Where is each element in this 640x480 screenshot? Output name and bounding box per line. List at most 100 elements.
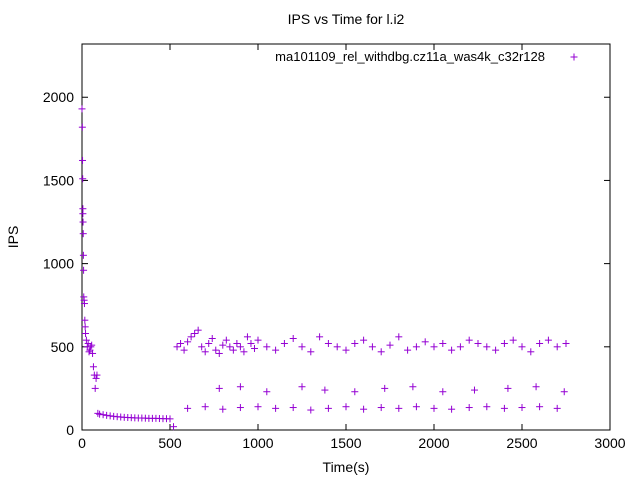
data-point — [504, 384, 512, 392]
data-point — [280, 339, 288, 347]
data-point — [298, 343, 306, 351]
y-tick-label: 2000 — [43, 89, 74, 105]
data-point — [381, 384, 389, 392]
data-point — [532, 383, 540, 391]
data-point — [254, 403, 262, 411]
data-point — [324, 339, 332, 347]
data-point — [194, 326, 202, 334]
data-point — [470, 386, 478, 394]
data-point — [377, 404, 385, 412]
data-point — [208, 334, 216, 342]
data-point — [88, 341, 96, 349]
data-point — [184, 404, 192, 412]
data-point — [430, 343, 438, 351]
data-point — [215, 384, 223, 392]
x-tick-label: 3000 — [594, 435, 625, 451]
data-point — [177, 339, 185, 347]
data-point — [180, 346, 188, 354]
data-point — [79, 251, 87, 259]
data-point — [518, 343, 526, 351]
data-point — [412, 343, 420, 351]
y-tick-label: 1000 — [43, 256, 74, 272]
data-point — [99, 411, 107, 419]
data-point — [321, 386, 329, 394]
data-point — [89, 363, 97, 371]
data-point — [79, 218, 87, 226]
data-point — [509, 336, 517, 344]
data-point — [233, 339, 241, 347]
data-point — [448, 346, 456, 354]
data-point — [173, 343, 181, 351]
data-point — [474, 339, 482, 347]
data-point — [483, 403, 491, 411]
data-points — [78, 105, 570, 431]
data-point — [272, 404, 280, 412]
data-point — [93, 371, 101, 379]
x-tick-label: 2500 — [506, 435, 537, 451]
data-point — [254, 336, 262, 344]
data-point — [342, 403, 350, 411]
data-point — [560, 388, 568, 396]
data-point — [205, 339, 213, 347]
data-point — [298, 383, 306, 391]
data-point — [448, 405, 456, 413]
data-point — [187, 333, 195, 341]
data-point — [80, 300, 88, 308]
data-point — [79, 210, 87, 218]
data-point — [553, 343, 561, 351]
data-point — [430, 404, 438, 412]
data-point — [289, 334, 297, 342]
x-axis: 0 500 1000 1500 2000 2500 3000 — [78, 44, 626, 451]
data-point — [395, 333, 403, 341]
data-point — [80, 266, 88, 274]
data-point — [219, 405, 227, 413]
data-point — [94, 409, 102, 417]
data-point — [492, 346, 500, 354]
data-point — [307, 406, 315, 414]
data-point — [82, 336, 90, 344]
data-point — [89, 349, 97, 357]
data-point — [219, 341, 227, 349]
data-point — [544, 336, 552, 344]
data-point — [395, 404, 403, 412]
y-tick-label: 1500 — [43, 172, 74, 188]
data-point — [243, 333, 251, 341]
y-axis: 0 500 1000 1500 2000 — [43, 89, 610, 438]
data-point — [377, 348, 385, 356]
data-point — [198, 343, 206, 351]
data-point — [500, 339, 508, 347]
data-point — [386, 341, 394, 349]
data-point — [333, 343, 341, 351]
data-point — [409, 383, 417, 391]
data-point — [351, 339, 359, 347]
data-point — [536, 339, 544, 347]
data-point — [342, 346, 350, 354]
legend-label-series: ma101109_rel_withdbg.cz11a_was4k_c32r128 — [275, 49, 545, 64]
data-point — [360, 405, 368, 413]
data-point — [500, 404, 508, 412]
x-tick-label: 500 — [158, 435, 182, 451]
data-point — [465, 404, 473, 412]
data-point — [226, 343, 234, 351]
data-point — [289, 404, 297, 412]
data-point — [166, 415, 174, 423]
data-point — [81, 316, 89, 324]
data-point — [79, 230, 87, 238]
data-point — [324, 404, 332, 412]
data-point — [78, 105, 86, 113]
data-point — [82, 330, 90, 337]
data-point — [351, 388, 359, 396]
data-point — [215, 349, 223, 357]
data-point — [222, 336, 230, 344]
data-point — [272, 346, 280, 354]
data-point — [518, 404, 526, 412]
legend-marker — [570, 53, 578, 61]
data-point — [439, 388, 447, 396]
data-point — [536, 403, 544, 411]
data-point — [81, 323, 89, 331]
y-tick-label: 0 — [66, 422, 74, 438]
data-point — [184, 338, 192, 346]
data-point — [78, 123, 86, 131]
data-point — [85, 348, 93, 356]
